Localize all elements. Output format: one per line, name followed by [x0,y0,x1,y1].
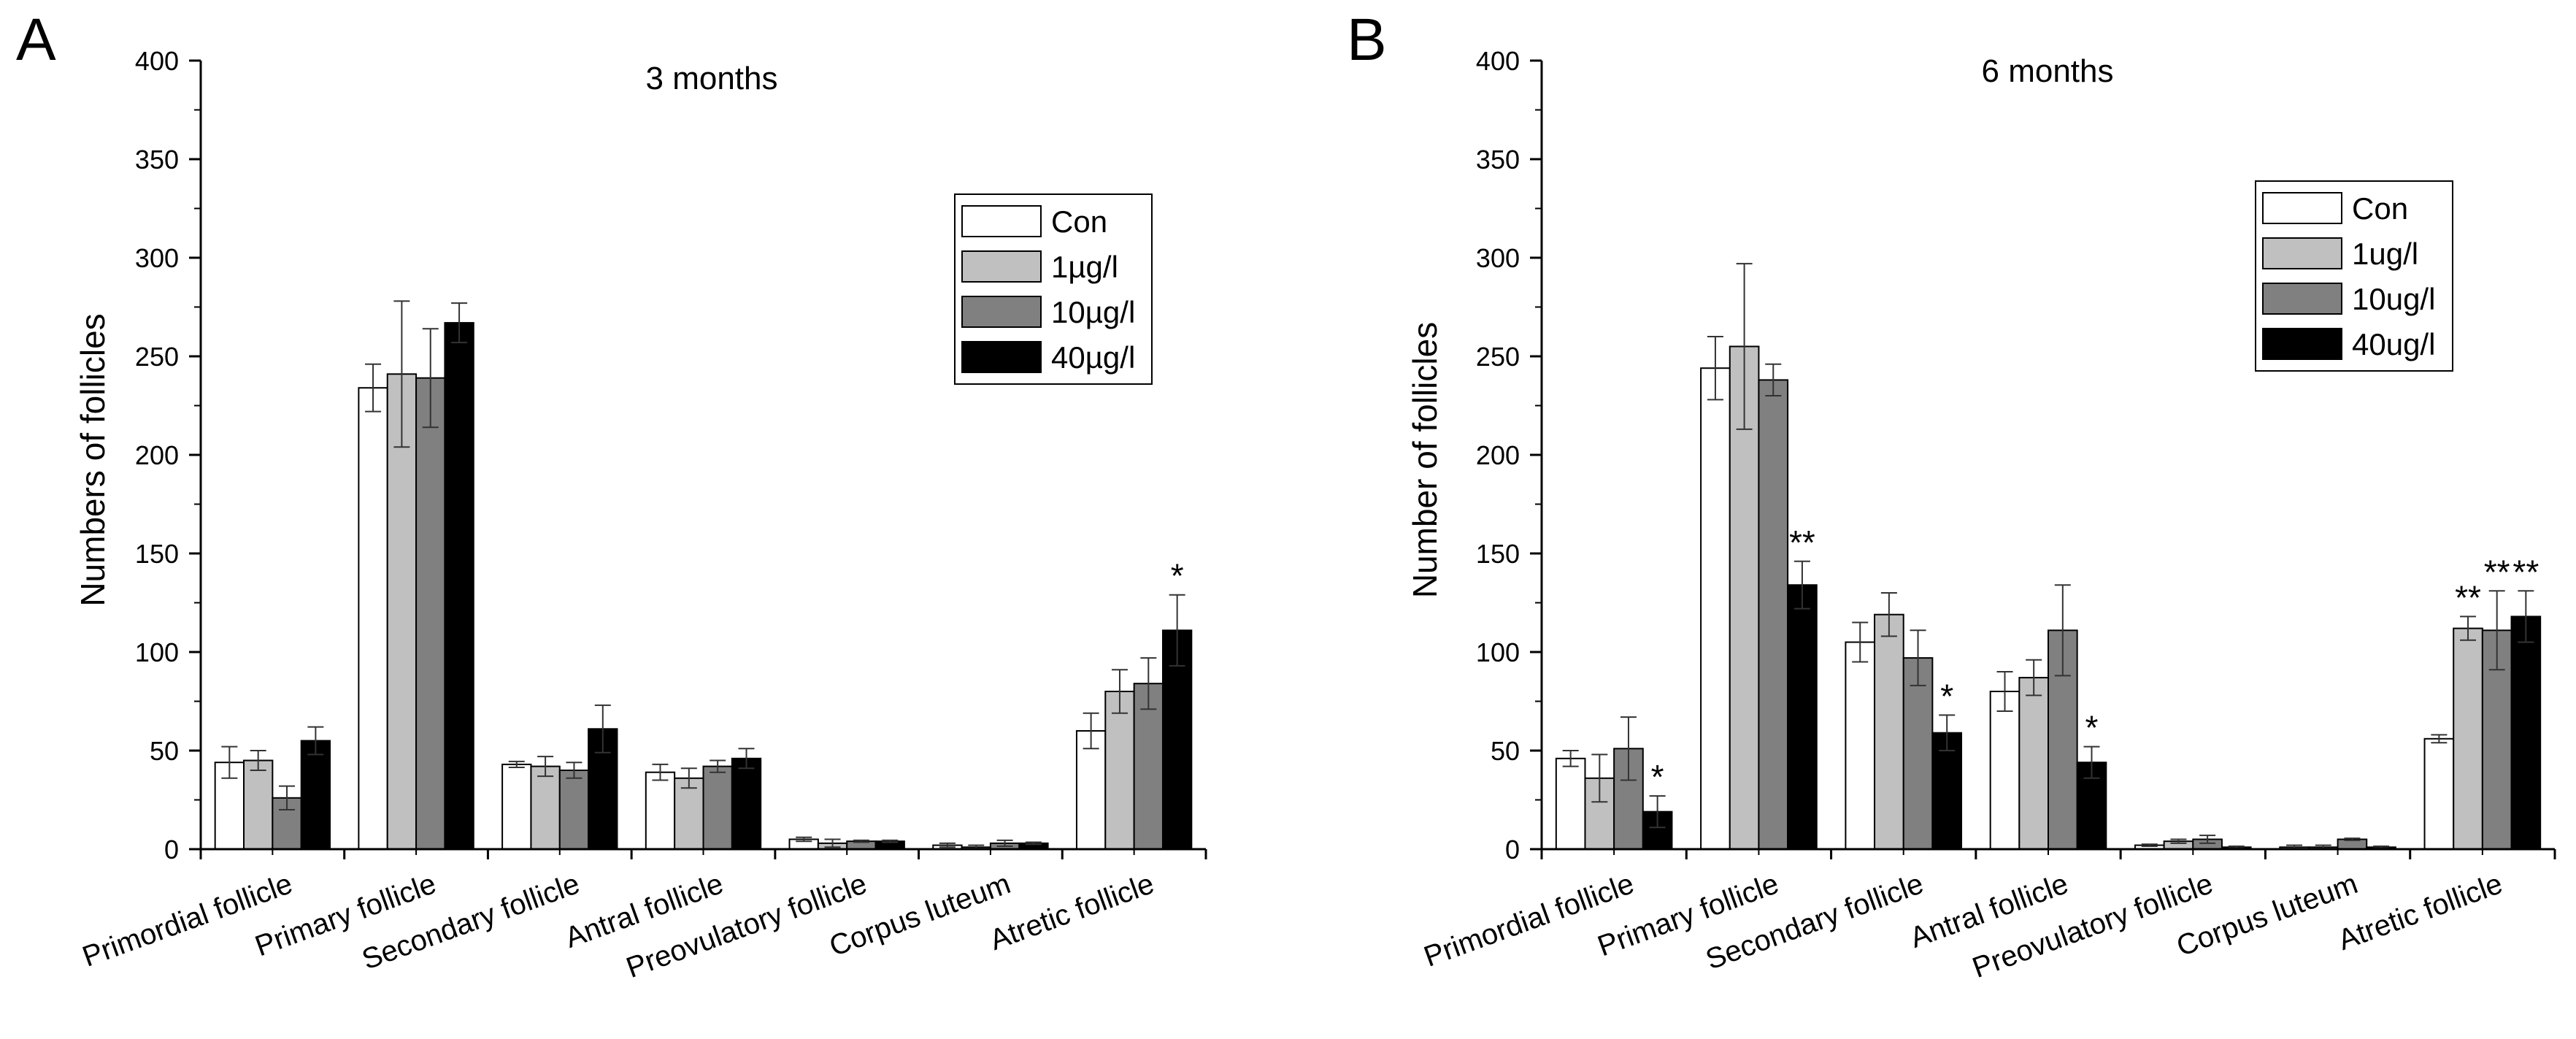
legend-swatch [961,205,1042,237]
bar [1758,379,1789,850]
bar [415,377,446,850]
bar [1161,629,1193,850]
bar [2423,737,2455,850]
legend-swatch [2262,328,2342,360]
x-category-label: Atretic follicle [985,867,1158,956]
y-tick-label: 0 [1505,835,1520,864]
panel-b-chart: 6 months Number of follicles 0 50 100 150 20… [1406,46,2556,984]
x-category-label: Atretic follicle [2334,867,2506,956]
bar [2510,616,2542,851]
y-tick-label: 400 [1476,46,1520,76]
legend-label: Con [1051,204,1107,239]
significance-marker: * [1651,758,1664,796]
significance-marker: ** [2455,578,2481,616]
y-tick-label: 150 [135,539,179,569]
bar [530,765,561,850]
x-category-label: Preovulatory follicle [622,867,871,984]
bar [1787,584,1818,850]
bar [2453,627,2483,850]
bar [674,777,704,851]
y-tick-label: 300 [1476,243,1520,273]
bar [1902,657,1934,850]
panel-a-y-axis-label: Numbers of follicles [74,313,112,606]
legend-label: 10µg/l [1051,295,1135,329]
significance-marker: * [1171,557,1184,595]
bar [1845,641,1876,850]
bar [731,757,762,851]
bar [358,387,388,850]
legend-label: 1ug/l [2352,237,2418,271]
bar [1104,691,1135,850]
bar [1133,683,1164,851]
bar [645,771,676,850]
legend-swatch [961,250,1042,283]
bar [501,763,532,851]
legend-swatch [2262,283,2342,315]
significance-marker: ** [2484,553,2510,591]
x-category-label: Preovulatory follicle [1968,867,2217,984]
bar [1700,367,1731,850]
legend-swatch [961,341,1042,373]
y-tick-label: 350 [1476,145,1520,175]
bar [1555,757,1586,851]
significance-marker: * [1940,677,1953,715]
bar [243,759,274,850]
significance-marker: * [2085,709,2099,747]
bar [702,765,733,850]
legend-swatch [961,296,1042,328]
bar [300,740,331,850]
y-tick-label: 300 [135,243,179,273]
y-tick-label: 50 [150,736,179,766]
y-tick-label: 100 [1476,637,1520,667]
bar [558,770,590,850]
y-tick-label: 400 [135,46,179,76]
y-tick-label: 350 [135,145,179,175]
y-tick-label: 200 [1476,440,1520,470]
legend-swatch [2262,192,2342,224]
bar [1989,691,2021,850]
legend-label: 1µg/l [1051,250,1118,284]
y-tick-label: 150 [1476,539,1520,569]
panel-a-letter: A [16,7,56,73]
panel-a-chart: 3 months Numbers of follicles 0 50 100 150 2… [74,46,1207,984]
panel-b-title: 6 months [1982,53,2114,89]
legend-label: Con [2352,191,2408,226]
panel-a-title: 3 months [646,61,778,96]
legend-label: 10ug/l [2352,282,2435,316]
panel-b-letter: B [1347,7,1387,73]
bar [2018,677,2049,850]
y-tick-label: 50 [1491,736,1520,766]
y-tick-label: 250 [1476,342,1520,372]
bar [1729,345,1760,850]
y-tick-label: 100 [135,637,179,667]
bar [444,322,474,851]
bar [1931,732,1963,851]
significance-marker: ** [2512,553,2539,591]
bar [1874,613,1904,850]
y-tick-label: 250 [135,342,179,372]
legend-label: 40ug/l [2352,327,2435,361]
legend-label: 40µg/l [1051,340,1135,375]
y-tick-label: 200 [135,440,179,470]
y-tick-label: 0 [164,835,179,864]
panel-b-y-axis-label: Number of follicles [1406,322,1444,598]
significance-marker: ** [1789,524,1815,561]
legend-swatch [2262,237,2342,269]
